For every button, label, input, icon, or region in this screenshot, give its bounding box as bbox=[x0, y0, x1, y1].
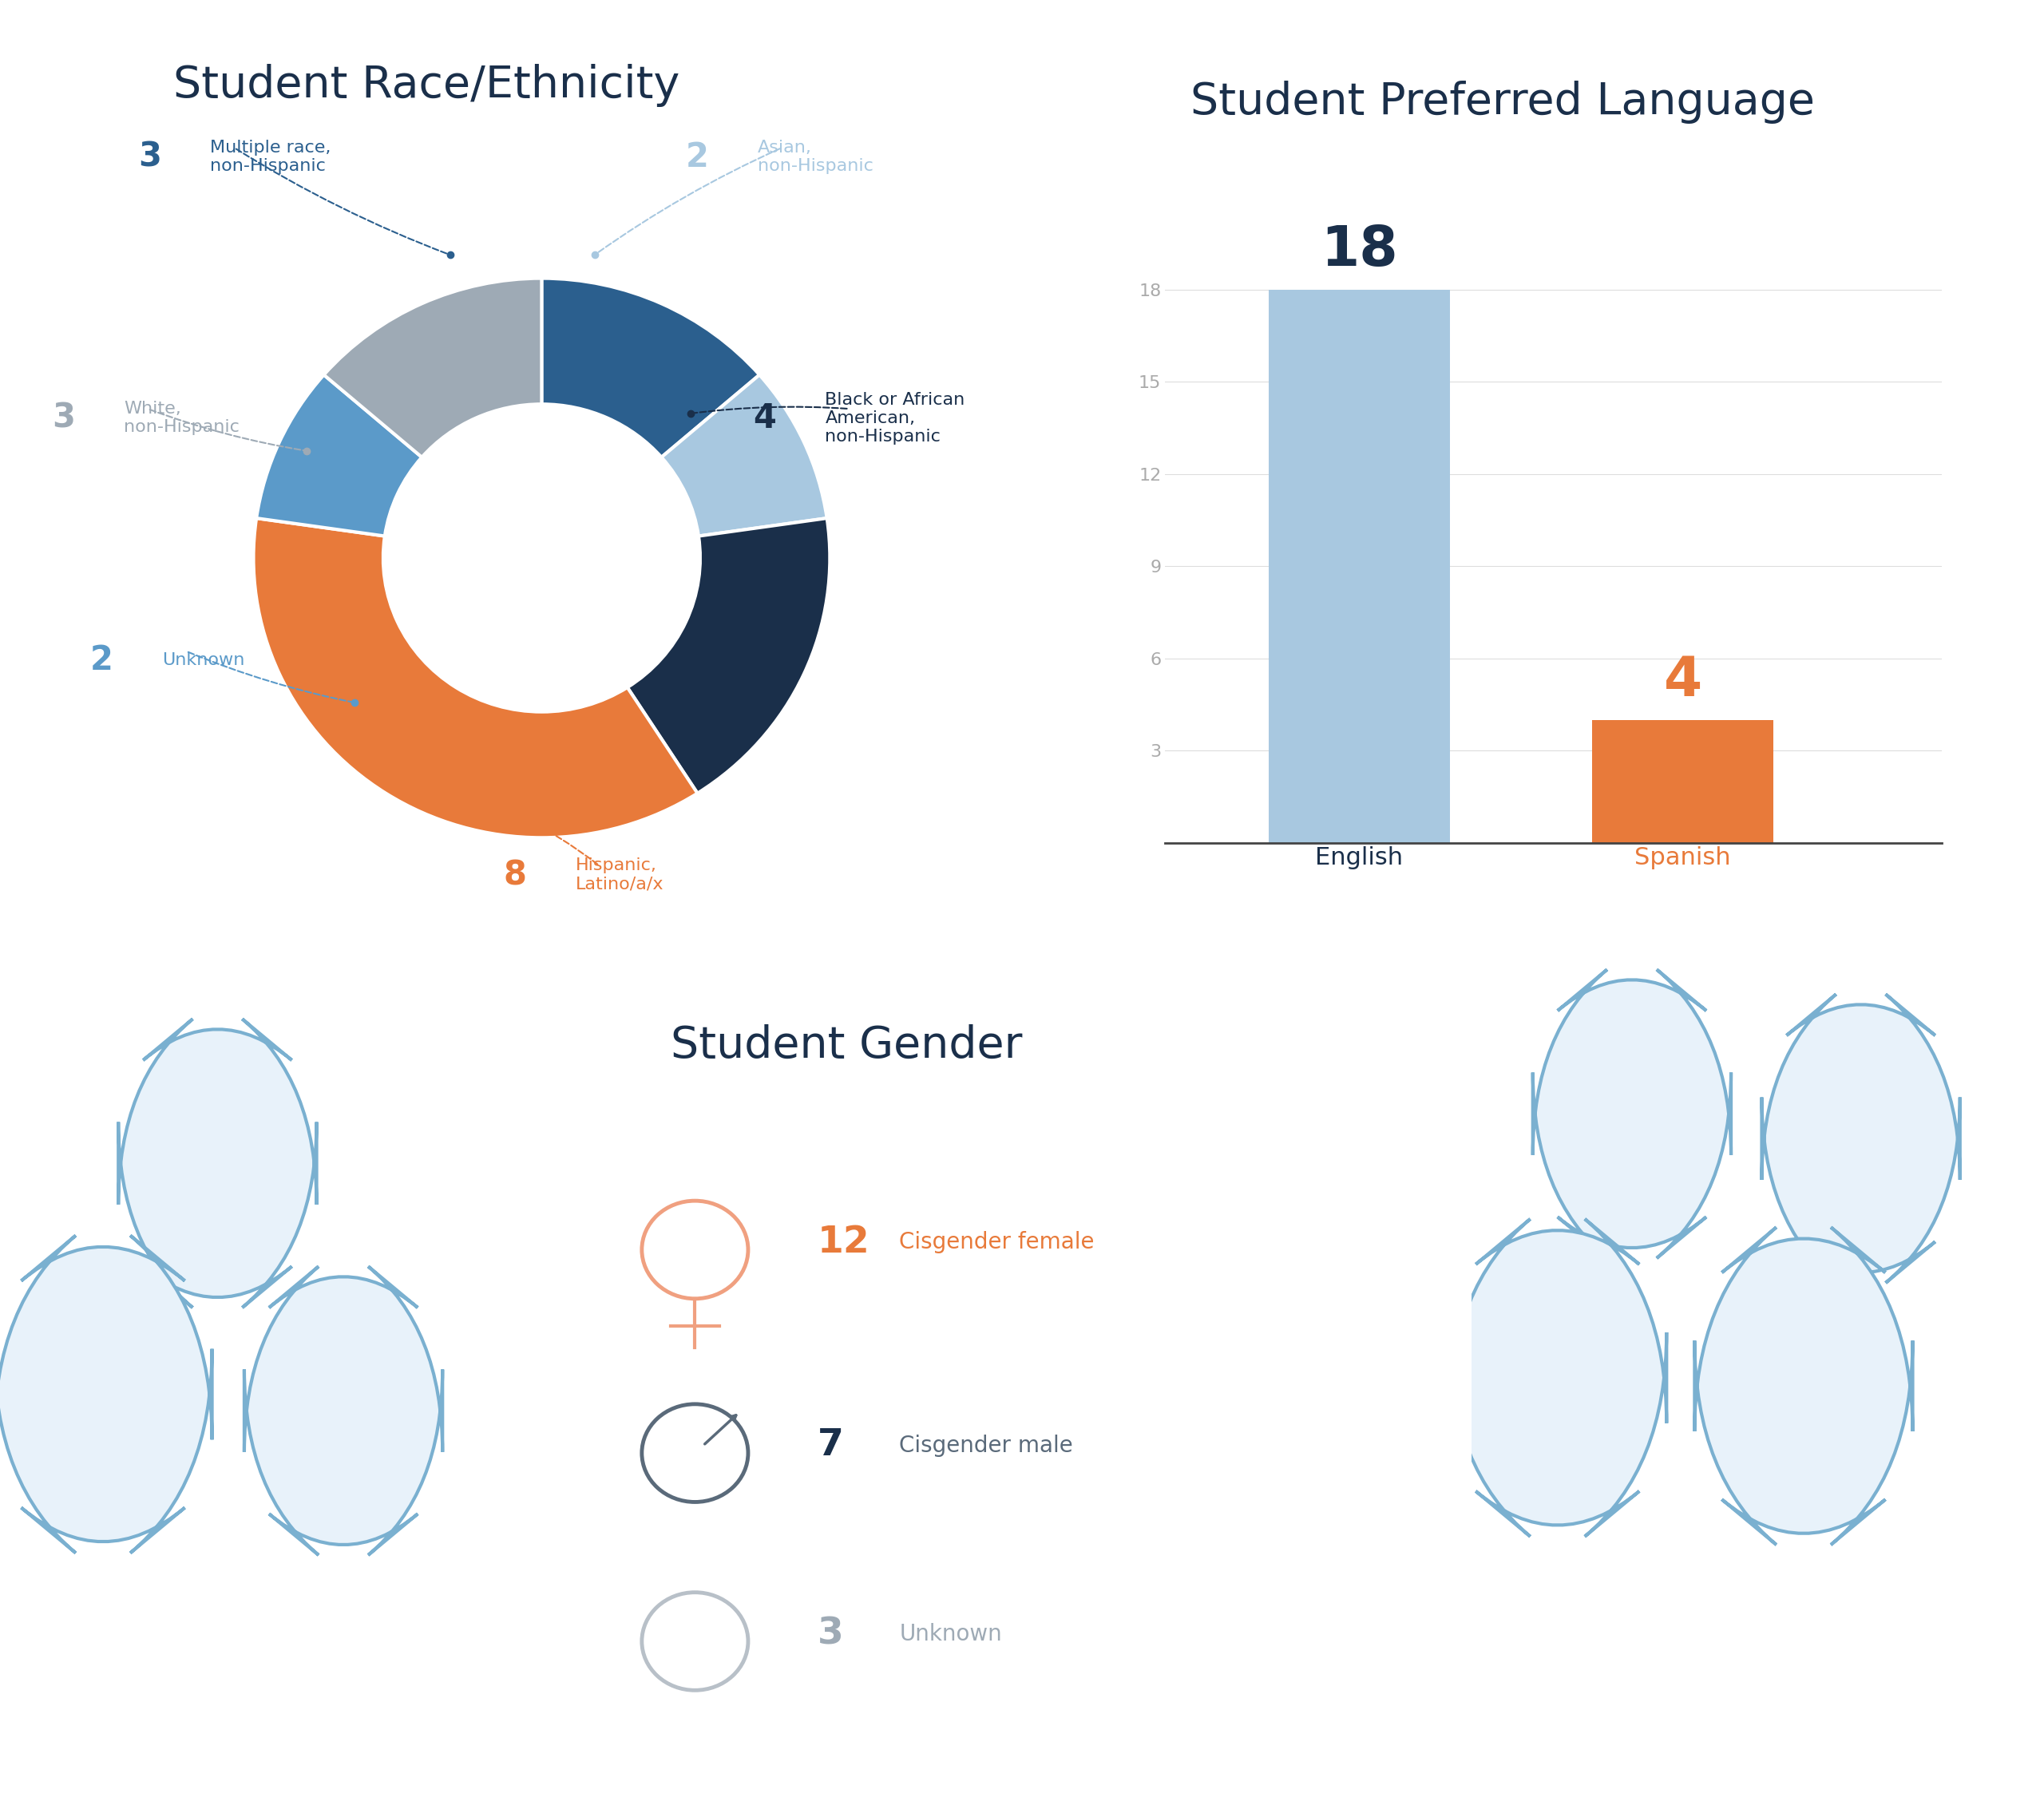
Text: Asian,
non-Hispanic: Asian, non-Hispanic bbox=[758, 140, 873, 174]
Text: Cisgender male: Cisgender male bbox=[899, 1434, 1073, 1456]
Text: Student Gender: Student Gender bbox=[670, 1024, 1022, 1067]
Text: Student Race/Ethnicity: Student Race/Ethnicity bbox=[174, 65, 681, 108]
PathPatch shape bbox=[1694, 1226, 1913, 1546]
Bar bbox=[1269, 289, 1449, 843]
Text: 7: 7 bbox=[818, 1427, 844, 1463]
PathPatch shape bbox=[119, 1018, 317, 1307]
Wedge shape bbox=[628, 518, 830, 793]
Text: Multiple race,
non-Hispanic: Multiple race, non-Hispanic bbox=[211, 140, 331, 174]
Text: Unknown: Unknown bbox=[899, 1623, 1002, 1644]
Text: Cisgender female: Cisgender female bbox=[899, 1232, 1096, 1253]
PathPatch shape bbox=[245, 1266, 442, 1555]
Text: Unknown: Unknown bbox=[161, 653, 245, 669]
Wedge shape bbox=[323, 278, 542, 457]
Text: 4: 4 bbox=[1664, 654, 1703, 708]
Wedge shape bbox=[662, 375, 828, 536]
Text: 18: 18 bbox=[1320, 224, 1398, 278]
Text: 8: 8 bbox=[503, 859, 527, 891]
Text: 3: 3 bbox=[51, 402, 76, 436]
Text: White,
non-Hispanic: White, non-Hispanic bbox=[125, 402, 239, 436]
Text: 2: 2 bbox=[90, 644, 112, 678]
Text: 4: 4 bbox=[752, 402, 777, 436]
Wedge shape bbox=[256, 375, 421, 536]
Bar bbox=[1592, 719, 1774, 843]
Text: 2: 2 bbox=[687, 140, 709, 174]
PathPatch shape bbox=[1533, 970, 1731, 1259]
Text: Black or African
American,
non-Hispanic: Black or African American, non-Hispanic bbox=[826, 391, 965, 445]
Text: Hispanic,
Latino/a/x: Hispanic, Latino/a/x bbox=[574, 857, 664, 893]
PathPatch shape bbox=[1449, 1219, 1666, 1537]
Wedge shape bbox=[253, 518, 697, 837]
Text: 3: 3 bbox=[139, 140, 161, 174]
Wedge shape bbox=[542, 278, 760, 457]
PathPatch shape bbox=[1762, 993, 1960, 1284]
PathPatch shape bbox=[0, 1235, 213, 1553]
Text: Student Preferred Language: Student Preferred Language bbox=[1190, 81, 1815, 124]
Text: 3: 3 bbox=[818, 1615, 844, 1651]
Text: 12: 12 bbox=[818, 1225, 871, 1260]
